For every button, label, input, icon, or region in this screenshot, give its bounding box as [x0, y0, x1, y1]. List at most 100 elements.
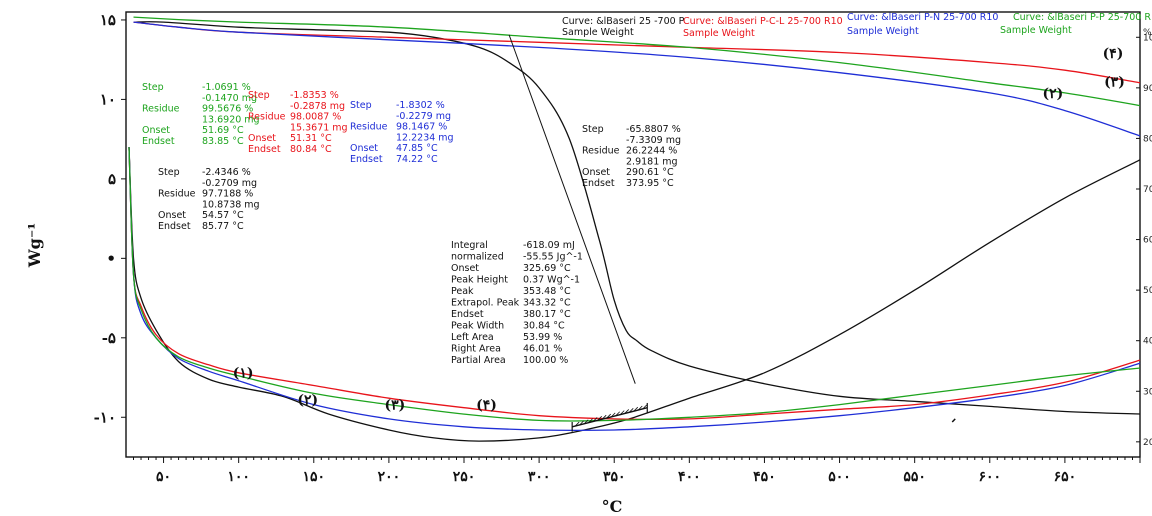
annotation-value-black1: -0.2709 mg	[202, 178, 257, 189]
annotation-value-integral: 46.01 %	[523, 344, 562, 355]
curve-number-label: (۴)	[476, 397, 497, 413]
right-tick-label: 70	[1143, 185, 1152, 195]
legend-curve-name: Curve: &lBaseri P-P 25-700 R10	[1013, 12, 1152, 23]
right-tick-label: 50	[1143, 286, 1152, 296]
annotation-value-green: 51.69 °C	[202, 125, 244, 136]
annotation-key-red: Endset	[248, 144, 281, 155]
x-tick-label: ۵۰۰	[828, 469, 851, 485]
annotation-key-blue: Step	[350, 100, 372, 111]
y-axis-title: Wg⁻¹	[25, 223, 44, 269]
dsc-peak-integration	[508, 34, 956, 432]
legend-curve-name: Curve: &lBaseri 25 -700 P	[562, 16, 685, 27]
left-tick-label: ۱۰	[100, 90, 116, 108]
peak-hatch-line	[574, 421, 580, 427]
curve-number-label: (۳)	[385, 397, 406, 413]
annotation-key-integral: Peak Width	[451, 321, 504, 332]
tg-curves	[133, 16, 1141, 415]
annotation-value-integral: 380.17 °C	[523, 309, 571, 320]
legend-sample-weight: Sample Weight	[847, 26, 919, 37]
x-tick-label: ۱۵۰	[302, 469, 325, 485]
annotation-key-black2: Residue	[582, 146, 620, 157]
peak-hatch-line	[619, 410, 625, 415]
curve-number-label: (۱)	[233, 366, 254, 382]
annotation-key-integral: Extrapol. Peak	[451, 298, 520, 309]
curve-number-label: (۲)	[1042, 86, 1063, 102]
x-tick-label: ۳۰۰	[528, 469, 551, 485]
x-tick-label: ۵۵۰	[903, 469, 926, 485]
x-tick-label: ۲۰۰	[378, 469, 401, 485]
annotation-value-black2: 26.2244 %	[626, 146, 677, 157]
peak-hatch-line	[606, 413, 611, 419]
annotation-value-red: -1.8353 %	[290, 90, 339, 101]
annotation-value-black2: 373.95 °C	[626, 178, 674, 189]
annotation-value-black1: 54.57 °C	[202, 210, 244, 221]
annotation-key-integral: Partial Area	[451, 355, 506, 366]
annotation-value-blue: 12.2234 mg	[396, 132, 454, 143]
annotation-value-blue: -1.8302 %	[396, 100, 445, 111]
tg-tangent-line	[508, 34, 636, 384]
peak-hatch-line	[597, 416, 602, 421]
annotation-value-blue: 47.85 °C	[396, 143, 438, 154]
annotation-key-integral: normalized	[451, 252, 504, 263]
annotation-value-red: 80.84 °C	[290, 144, 332, 155]
right-axis-unit: %	[1143, 28, 1152, 38]
curve-labels: (۱) (۲) (۳) (۴) (۴) (۳) (۲)	[233, 46, 1125, 413]
peak-hatch-line	[628, 408, 634, 413]
annotation-value-integral: 100.00 %	[523, 355, 568, 366]
left-tick-label: •	[106, 249, 116, 267]
right-tick-label: 20	[1143, 438, 1152, 448]
annotation-key-integral: Peak Height	[451, 275, 508, 286]
dsc-curves	[128, 147, 1141, 442]
annotation-key-blue: Residue	[350, 122, 388, 133]
annotation-value-integral: 30.84 °C	[523, 321, 565, 332]
legend-sample-weight: Sample Weight	[683, 28, 755, 39]
peak-hatch-line	[642, 404, 648, 410]
right-tick-label: 90	[1143, 84, 1152, 94]
annotation-value-red: 15.3671 mg	[290, 122, 348, 133]
peak-hatch-line	[637, 405, 643, 411]
annotation-key-red: Residue	[248, 112, 286, 123]
annotation-value-integral: -55.55 Jg^-1	[523, 252, 583, 263]
tg-curve-4	[133, 16, 1141, 107]
peak-hatch-line	[624, 409, 630, 414]
plot-frame	[125, 11, 1141, 458]
legend-sample-weight: Sample Weight	[1000, 25, 1072, 36]
x-tick-label: ۳۵۰	[603, 469, 626, 485]
x-tick-label: ۴۰۰	[678, 469, 701, 485]
x-tick-label: ۲۵۰	[453, 469, 476, 485]
annotation-value-black1: -2.4346 %	[202, 167, 251, 178]
x-tick-label: ۶۵۰	[1054, 469, 1077, 485]
peak-hatch-line	[615, 411, 621, 417]
annotation-value-red: 98.0087 %	[290, 112, 341, 123]
annotation-key-black1: Endset	[158, 221, 191, 232]
peak-hatch-line	[583, 419, 589, 425]
annotation-key-green: Step	[142, 82, 164, 93]
dsc-marker	[951, 418, 956, 423]
dsc-curve-2	[128, 147, 1141, 421]
annotation-value-integral: 353.48 °C	[523, 286, 571, 297]
plot-border	[125, 11, 1141, 458]
tg-curve-3	[133, 21, 1141, 137]
annotation-key-integral: Peak	[451, 286, 474, 297]
annotation-value-black1: 97.7188 %	[202, 189, 253, 200]
annotation-value-black2: 290.61 °C	[626, 167, 674, 178]
right-tick-label: 80	[1143, 134, 1152, 144]
curve-number-label: (۴)	[1103, 46, 1124, 62]
left-tick-label: -۱۰	[94, 408, 116, 426]
annotation-key-integral: Onset	[451, 263, 479, 274]
left-tick-label: -۵	[102, 329, 116, 347]
right-tick-label: 60	[1143, 236, 1152, 246]
axes: ۱۵ ۱۰ ۵ • -۵ -۱۰ 100 90 80 70 60 50 40 30 20 ۵۰ ۱۰۰ ۱۵۰ ۲۰…	[94, 11, 1152, 485]
annotation-key-black2: Step	[582, 124, 604, 135]
annotation-value-red: -0.2878 mg	[290, 101, 345, 112]
curve-number-label: (۳)	[1104, 75, 1125, 91]
annotation-key-green: Endset	[142, 136, 175, 147]
annotation-value-black2: 2.9181 mg	[626, 156, 678, 167]
x-tick-label: ۶۰۰	[978, 469, 1001, 485]
annotation-key-integral: Right Area	[451, 344, 501, 355]
x-tick-label: ۱۰۰	[227, 469, 250, 485]
annotation-key-black2: Endset	[582, 178, 615, 189]
curve-number-label: (۲)	[297, 393, 318, 409]
annotation-value-green: 13.6920 mg	[202, 114, 260, 125]
